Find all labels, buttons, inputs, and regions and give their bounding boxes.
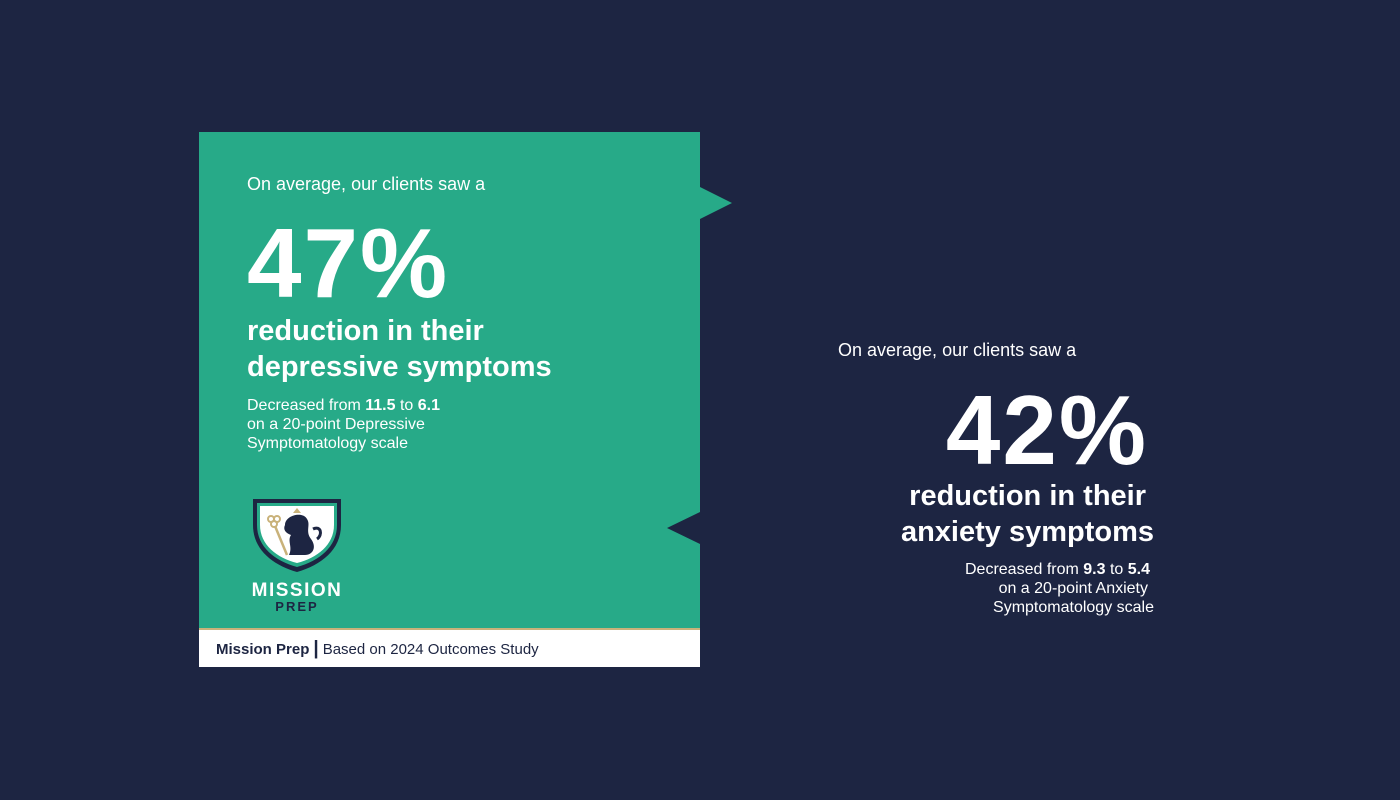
anxiety-headline: reduction in their anxiety symptoms [901,478,1154,550]
depression-headline: reduction in their depressive symptoms [247,313,552,385]
headline-line-2: anxiety symptoms [900,516,1154,548]
detail-to: to [395,397,418,414]
detail-line-2: on a 20-point Depressive [247,416,425,433]
card-pointer-tab [700,187,732,219]
depression-percent: 47% [247,208,450,318]
shield-lion-key-icon [253,499,341,572]
headline-line-2: depressive symptoms [247,351,552,383]
to-value: 5.4 [1127,561,1150,578]
headline-line-1: reduction in their [247,315,484,347]
card-notch [667,512,700,544]
footer-source: Based on 2024 Outcomes Study [322,641,539,658]
detail-prefix: Decreased from [247,397,366,414]
anxiety-percent: 42% [945,375,1148,485]
depression-detail: Decreased from 11.5 to 6.1 on a 20-point… [247,396,440,453]
footer-bar: Mission Prep | Based on 2024 Outcomes Stud… [199,628,700,667]
depression-lead: On average, our clients saw a [247,174,486,194]
detail-line-2: on a 20-point Anxiety [998,580,1148,597]
detail-prefix: Decreased from [965,561,1084,578]
from-value: 11.5 [365,397,396,414]
footer-brand: Mission Prep [216,641,310,658]
footer-separator: | [313,638,319,659]
detail-line-3: Symptomatology scale [247,435,408,452]
detail-to: to [1105,561,1128,578]
to-value: 6.1 [417,397,441,414]
mission-prep-logo: MISSION PREP [241,495,353,614]
anxiety-lead: On average, our clients saw a [838,340,1077,360]
logo-text-prep: PREP [275,599,319,614]
headline-line-1: reduction in their [909,480,1146,512]
logo-text-mission: MISSION [251,580,343,601]
from-value: 9.3 [1083,561,1106,578]
anxiety-detail: Decreased from 9.3 to 5.4 on a 20-point … [965,560,1154,617]
detail-line-3: Symptomatology scale [993,599,1154,616]
